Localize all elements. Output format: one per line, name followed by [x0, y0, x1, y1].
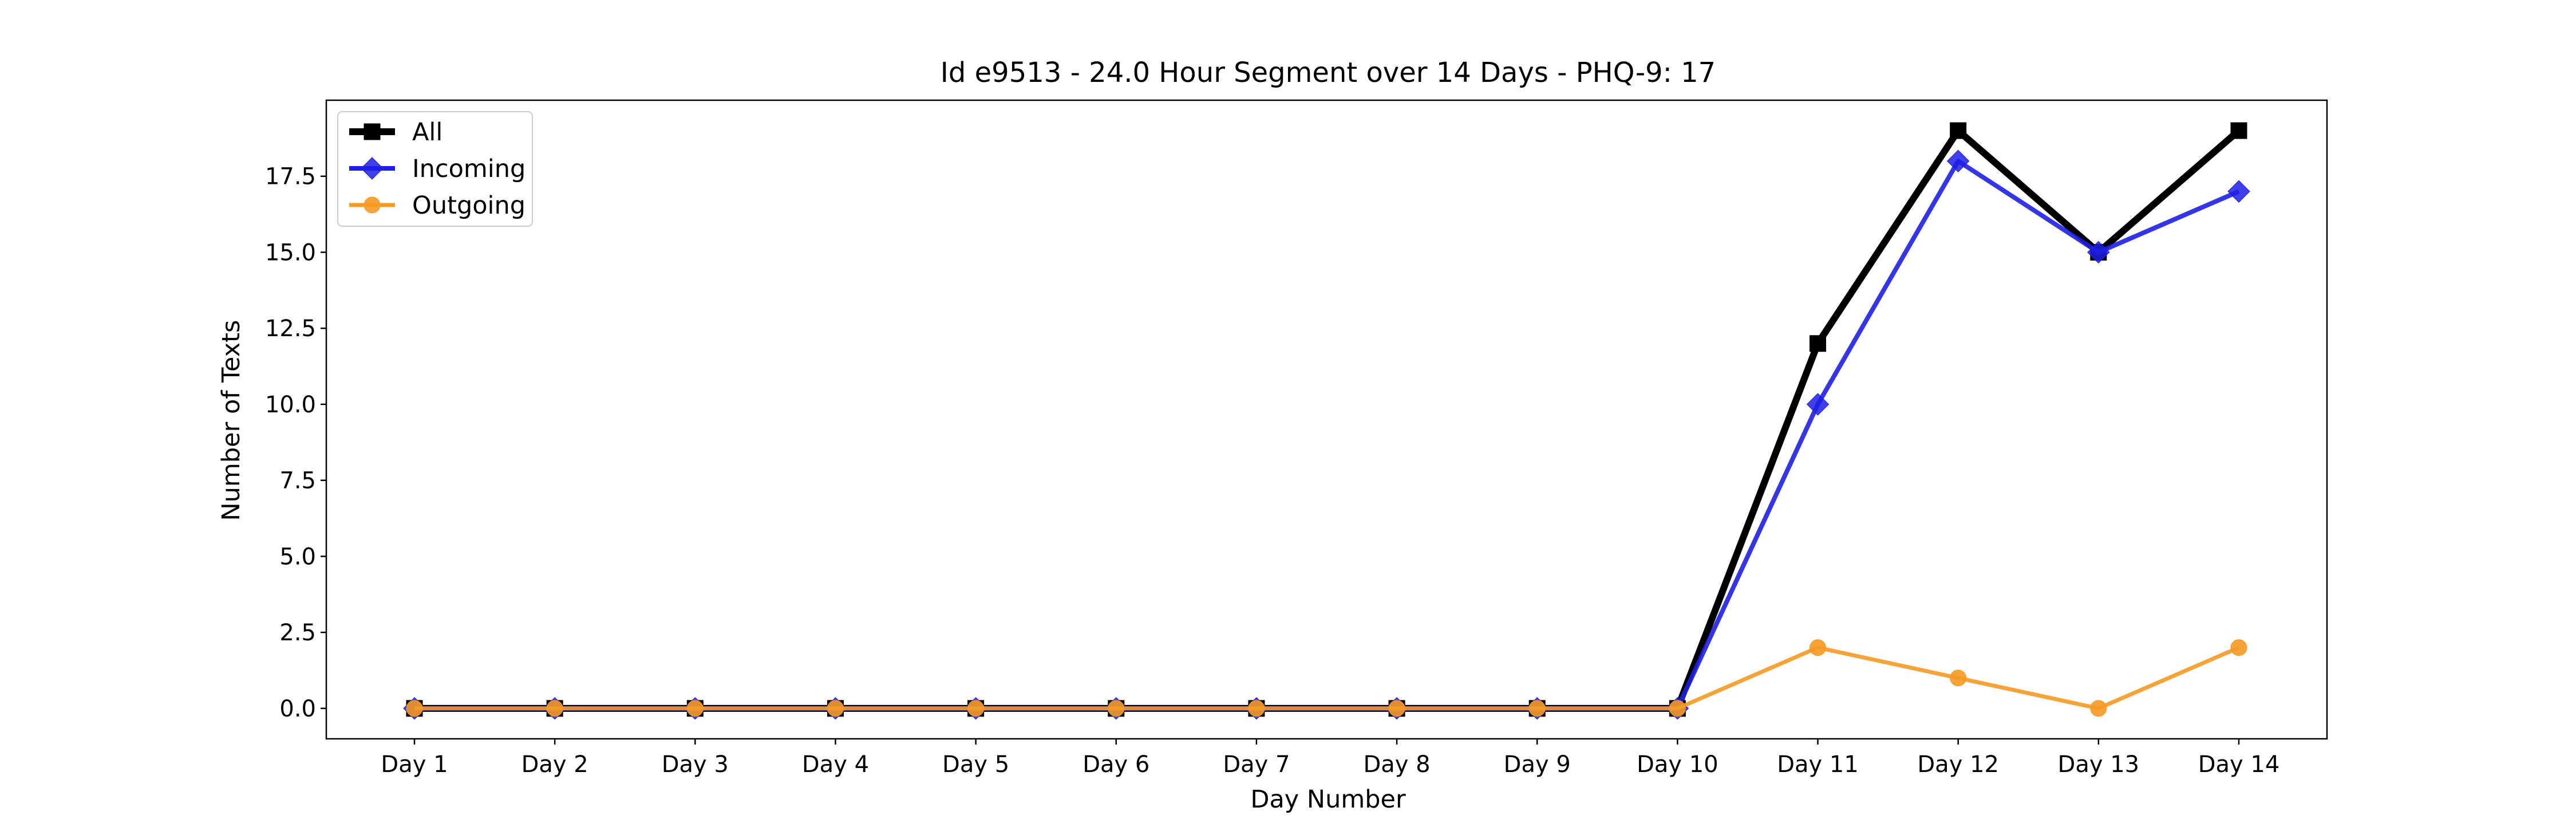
data-point-outgoing	[1388, 700, 1405, 717]
data-point-incoming	[2087, 241, 2110, 264]
legend-marker-outgoing	[364, 196, 381, 214]
y-tick-label: 17.5	[265, 164, 316, 190]
data-point-outgoing	[546, 700, 563, 717]
data-point-incoming	[1946, 149, 1970, 172]
y-tick-label: 7.5	[279, 468, 316, 494]
data-point-outgoing	[2090, 700, 2107, 717]
data-point-outgoing	[967, 700, 985, 717]
data-point-incoming	[1806, 393, 1830, 416]
data-point-outgoing	[1809, 639, 1827, 656]
chart-title: Id e9513 - 24.0 Hour Segment over 14 Day…	[941, 57, 1716, 89]
data-point-outgoing	[1669, 700, 1686, 717]
data-point-outgoing	[1248, 700, 1265, 717]
y-axis-label: Number of Texts	[217, 320, 246, 521]
x-tick-label: Day 14	[2198, 751, 2280, 778]
y-tick-label: 0.0	[279, 696, 316, 722]
data-point-all	[1809, 335, 1827, 352]
y-tick-label: 12.5	[265, 316, 316, 342]
data-point-outgoing	[2230, 639, 2247, 656]
legend-marker-incoming	[361, 157, 384, 180]
plot-layer: 0.0 2.5 5.0 7.5 10.0 12.5 15.0 17.5 Day 1 Day 2 Da…	[265, 99, 2328, 778]
y-tick-label: 2.5	[279, 620, 316, 646]
x-tick-label: Day 2	[521, 751, 588, 778]
x-tick-label: Day 11	[1777, 751, 1859, 778]
x-axis-label: Day Number	[1250, 785, 1406, 814]
data-point-outgoing	[406, 700, 423, 717]
x-tick-label: Day 3	[662, 751, 729, 778]
data-point-outgoing	[1950, 670, 1967, 687]
legend-box	[337, 111, 533, 227]
x-tick-label: Day 1	[381, 751, 448, 778]
legend-marker-all	[364, 123, 381, 140]
x-tick-label: Day 13	[2058, 751, 2140, 778]
legend: All Incoming Outgoing	[337, 111, 533, 227]
x-tick-label: Day 4	[802, 751, 869, 778]
series-line-outgoing	[414, 645, 2240, 711]
data-point-outgoing	[827, 700, 844, 717]
data-point-outgoing	[1528, 700, 1546, 717]
y-tick-label: 15.0	[265, 239, 316, 266]
x-tick-label: Day 8	[1363, 751, 1430, 778]
x-tick-label: Day 5	[942, 751, 1009, 778]
y-tick-label: 10.0	[265, 392, 316, 418]
axes-frame	[325, 99, 2328, 740]
data-point-outgoing	[1108, 700, 1125, 717]
x-tick-label: Day 10	[1637, 751, 1718, 778]
x-tick-label: Day 6	[1082, 751, 1149, 778]
x-tick-label: Day 12	[1917, 751, 1999, 778]
x-tick-label: Day 7	[1223, 751, 1290, 778]
legend-label-all: All	[412, 118, 442, 147]
data-point-all	[1950, 122, 1967, 139]
data-point-incoming	[2227, 180, 2250, 203]
data-point-outgoing	[686, 700, 704, 717]
legend-label-outgoing: Outgoing	[412, 191, 526, 220]
data-point-all	[2230, 122, 2247, 139]
y-tick-label: 5.0	[279, 544, 316, 570]
legend-label-incoming: Incoming	[412, 155, 526, 183]
x-tick-label: Day 9	[1504, 751, 1571, 778]
